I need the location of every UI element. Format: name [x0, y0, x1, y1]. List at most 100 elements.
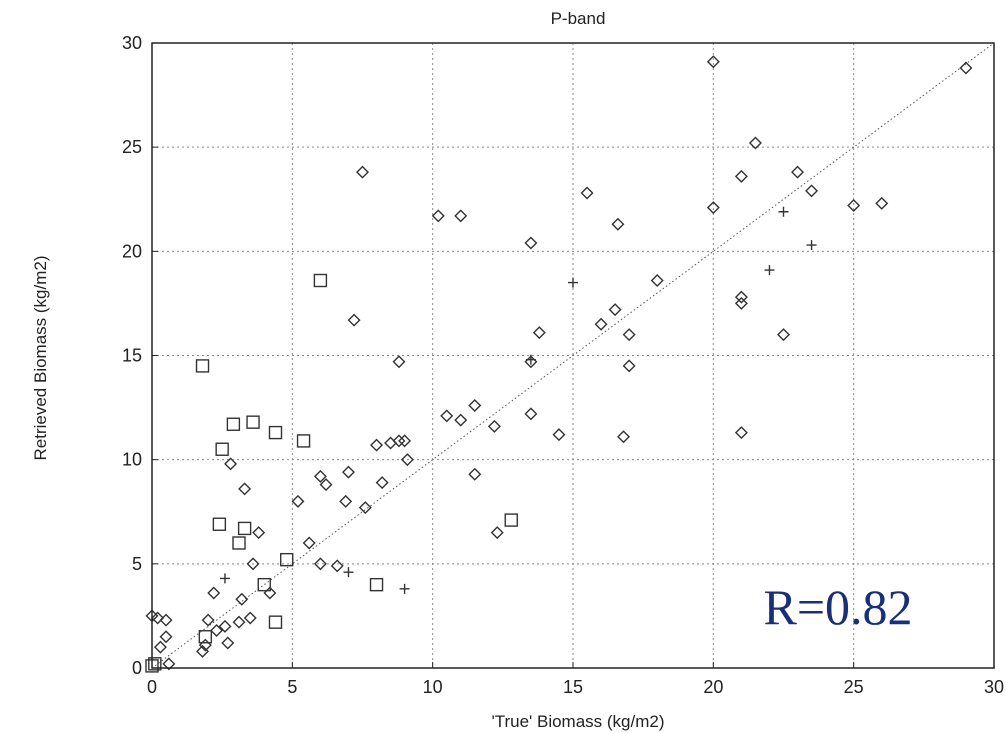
diamond-point — [734, 169, 748, 183]
diamond-point — [392, 355, 406, 369]
square-point — [313, 273, 328, 288]
diamond-point — [243, 611, 257, 625]
square-point — [268, 615, 283, 629]
diamond-point — [375, 476, 389, 490]
diamond-point — [594, 317, 608, 331]
diamond-point — [151, 611, 165, 625]
square-point — [257, 577, 271, 592]
diamond-point — [791, 165, 805, 179]
plus-point — [399, 583, 410, 594]
diamond-point — [153, 640, 167, 654]
x-tick-label: 25 — [844, 677, 864, 697]
diamond-point — [734, 426, 748, 440]
y-tick-label: 5 — [132, 554, 142, 574]
square-point — [504, 513, 518, 527]
diamond-point — [339, 494, 353, 508]
square-point — [195, 359, 210, 373]
diamond-point — [580, 186, 594, 200]
diamond-point — [487, 419, 501, 433]
y-tick-label: 10 — [122, 450, 142, 470]
diamond-point — [959, 61, 973, 75]
square-point — [280, 552, 294, 567]
square-point — [246, 415, 260, 429]
square-point — [215, 442, 229, 456]
diamond-point — [431, 209, 445, 223]
tick-labels: 0 5 10 15 20 25 30 0 5 10 15 20 25 30 — [122, 33, 1004, 697]
diamond-point — [159, 630, 173, 644]
plus-point — [568, 277, 578, 288]
diamond-point — [748, 136, 762, 150]
x-tick-label: 5 — [287, 677, 297, 697]
diamond-point — [330, 559, 344, 573]
diamond-point — [221, 636, 235, 650]
diamond-point — [617, 430, 631, 444]
diamond-point — [468, 399, 482, 412]
diamond-point — [622, 359, 636, 373]
diamond-point — [611, 217, 625, 231]
diamond-point — [232, 615, 246, 629]
data-points — [145, 55, 973, 673]
y-tick-label: 25 — [122, 137, 142, 157]
diamond-point — [162, 657, 176, 671]
diamond-point — [622, 328, 636, 342]
diamond-point — [440, 409, 454, 423]
square-point — [148, 657, 162, 671]
diamond-point — [313, 557, 327, 571]
plus-point — [778, 206, 789, 217]
y-tick-label: 0 — [132, 658, 142, 678]
y-tick-label: 20 — [122, 241, 142, 261]
diamond-point — [210, 624, 224, 637]
square-point — [268, 425, 283, 440]
diamond-point — [218, 619, 232, 633]
diamond-point — [224, 457, 238, 471]
square-point — [212, 517, 227, 531]
diamond-point — [608, 303, 622, 317]
plus-point — [525, 354, 536, 365]
x-tick-label: 15 — [563, 677, 583, 697]
plus-point — [764, 265, 775, 276]
diamond-point — [358, 501, 372, 515]
diamond-point — [847, 199, 861, 212]
diamond-point — [524, 236, 538, 250]
plus-point — [806, 240, 817, 251]
x-tick-label: 20 — [703, 677, 723, 697]
diamond-point — [777, 328, 790, 342]
diamond-point — [370, 438, 384, 452]
diamond-point — [532, 326, 546, 340]
square-point — [369, 577, 384, 592]
diamond-point — [246, 557, 260, 571]
diamond-point — [159, 613, 173, 627]
square-point — [237, 521, 252, 536]
diamond-point — [875, 196, 889, 210]
diamond-point — [468, 467, 482, 481]
diamond-point — [734, 290, 748, 304]
square-point — [296, 434, 311, 448]
diamond-point — [252, 526, 266, 540]
diamond-point — [706, 55, 720, 69]
diamond-point — [238, 482, 252, 496]
diamond-point — [392, 434, 406, 448]
y-axis-label: Retrieved Biomass (kg/m2) — [31, 255, 50, 460]
diamond-point — [291, 494, 305, 508]
diamond-point — [734, 296, 748, 310]
square-point — [226, 417, 241, 431]
diamond-point — [454, 413, 468, 427]
diamond-point — [805, 184, 819, 198]
diamond-point — [319, 478, 333, 492]
diamond-point — [207, 586, 221, 600]
square-point — [198, 630, 213, 644]
diamond-point — [201, 613, 215, 627]
diamond-point — [302, 536, 316, 550]
diamond-point — [235, 592, 249, 606]
plus-point — [343, 567, 354, 578]
diamond-point — [490, 526, 504, 540]
x-tick-label: 0 — [147, 677, 157, 697]
chart-title: P-band — [551, 9, 606, 28]
diamond-point — [524, 407, 538, 421]
x-tick-label: 10 — [423, 677, 443, 697]
diamond-point — [398, 434, 412, 448]
diamond-point — [347, 313, 361, 327]
y-tick-label: 15 — [122, 346, 142, 366]
